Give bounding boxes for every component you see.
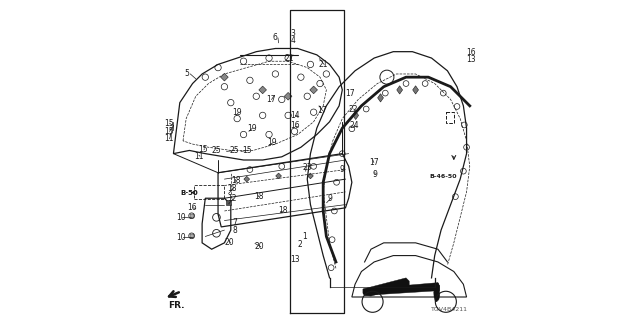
Text: 19: 19 xyxy=(232,108,242,117)
Text: 1: 1 xyxy=(303,232,307,241)
Text: 16: 16 xyxy=(467,48,476,57)
Text: 19: 19 xyxy=(268,138,277,147)
Text: 9: 9 xyxy=(339,165,344,174)
Polygon shape xyxy=(413,86,419,94)
Polygon shape xyxy=(226,199,232,205)
Text: 10: 10 xyxy=(177,213,186,222)
Polygon shape xyxy=(397,86,403,94)
Text: 10: 10 xyxy=(177,233,186,242)
Polygon shape xyxy=(378,94,383,102)
Polygon shape xyxy=(363,278,409,296)
Polygon shape xyxy=(276,173,282,179)
Text: 25: 25 xyxy=(212,146,221,155)
Polygon shape xyxy=(434,283,440,302)
Polygon shape xyxy=(308,173,314,179)
Text: 3: 3 xyxy=(291,29,295,38)
Polygon shape xyxy=(310,86,317,94)
Text: 8: 8 xyxy=(232,226,237,235)
Text: 23: 23 xyxy=(303,163,312,172)
Text: 11: 11 xyxy=(194,152,204,161)
Text: TGV4B4211: TGV4B4211 xyxy=(431,307,468,312)
Text: 12: 12 xyxy=(227,194,236,204)
Text: 9: 9 xyxy=(372,170,378,179)
Text: 22: 22 xyxy=(349,105,358,114)
Polygon shape xyxy=(259,86,266,94)
Polygon shape xyxy=(284,92,292,100)
Text: 6: 6 xyxy=(272,34,277,43)
Text: 9: 9 xyxy=(327,194,332,203)
Text: 16: 16 xyxy=(291,121,300,130)
Text: 4: 4 xyxy=(291,36,295,45)
Text: 18: 18 xyxy=(278,206,288,215)
Text: 17: 17 xyxy=(369,158,378,167)
Polygon shape xyxy=(189,214,193,218)
Text: 2: 2 xyxy=(298,240,303,249)
Polygon shape xyxy=(363,283,440,295)
Text: FR.: FR. xyxy=(168,301,185,310)
Text: 5: 5 xyxy=(184,69,189,78)
Text: 13: 13 xyxy=(291,255,300,264)
Text: 21: 21 xyxy=(285,53,294,62)
Text: 13: 13 xyxy=(467,55,476,64)
Text: 15: 15 xyxy=(242,146,252,155)
Text: 18: 18 xyxy=(231,176,240,185)
Text: B-46-50: B-46-50 xyxy=(429,174,457,179)
Text: 7: 7 xyxy=(232,218,237,227)
Text: 15: 15 xyxy=(164,119,173,128)
Text: B-50: B-50 xyxy=(180,190,198,196)
Text: 17: 17 xyxy=(317,106,326,115)
Text: 25: 25 xyxy=(229,146,239,155)
Text: 24: 24 xyxy=(349,121,359,130)
Text: 21: 21 xyxy=(319,60,328,69)
Text: 14: 14 xyxy=(291,111,300,120)
Text: 15: 15 xyxy=(198,145,208,154)
Polygon shape xyxy=(244,176,250,182)
Text: 18: 18 xyxy=(228,184,237,193)
Text: 18: 18 xyxy=(255,192,264,201)
Text: 11: 11 xyxy=(164,134,173,143)
Text: 16: 16 xyxy=(187,203,196,212)
Text: 17: 17 xyxy=(266,95,275,104)
Polygon shape xyxy=(189,234,193,238)
Text: 19: 19 xyxy=(246,124,257,132)
Text: 15: 15 xyxy=(164,127,173,136)
Polygon shape xyxy=(221,73,228,81)
Text: 20: 20 xyxy=(225,238,234,247)
Polygon shape xyxy=(353,111,358,120)
Text: 20: 20 xyxy=(255,242,264,251)
Text: 17: 17 xyxy=(345,89,355,98)
